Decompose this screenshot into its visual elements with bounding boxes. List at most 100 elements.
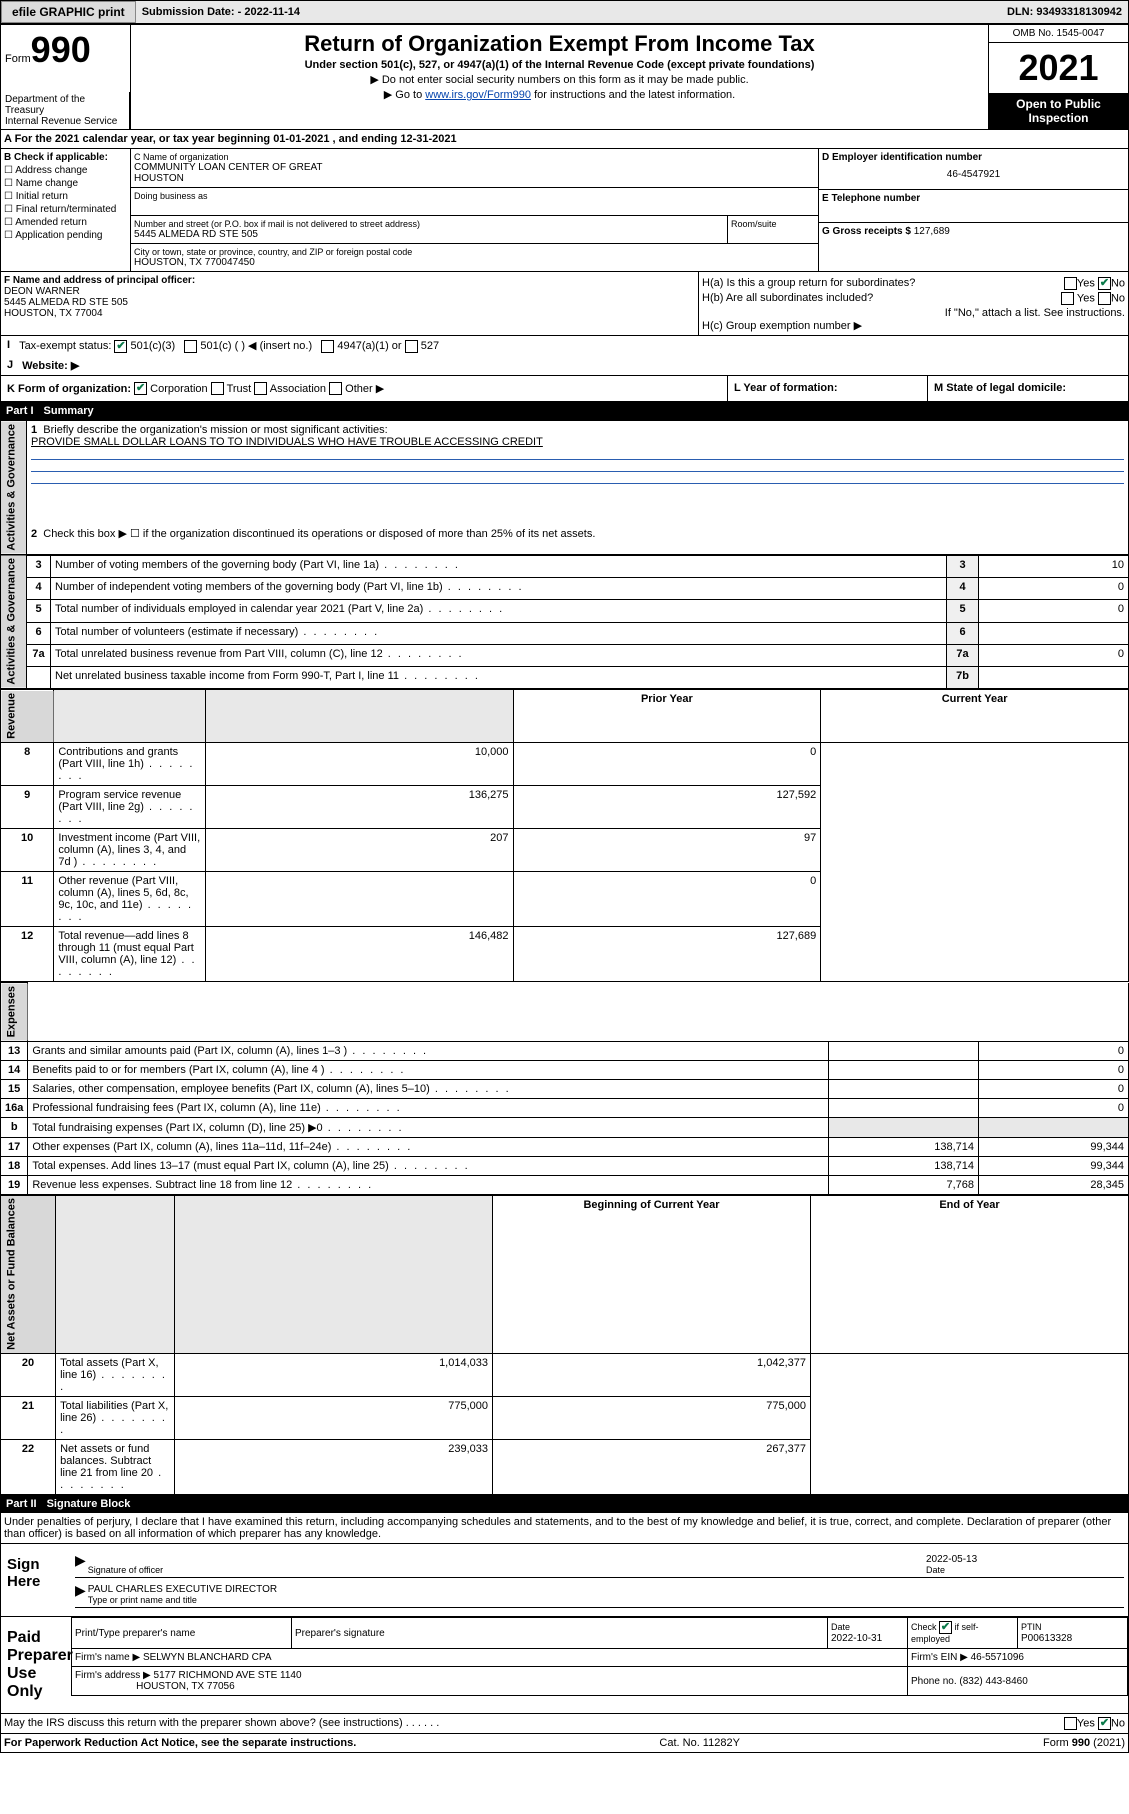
chk-final-return[interactable]: ☐ Final return/terminated — [4, 204, 127, 215]
tax-exempt-lbl: Tax-exempt status: — [19, 340, 111, 352]
line-desc: Grants and similar amounts paid (Part IX… — [28, 1041, 829, 1060]
chk-amended[interactable]: ☐ Amended return — [4, 217, 127, 228]
vert-expenses: Expenses — [1, 983, 28, 1041]
dln: DLN: 93493318130942 — [1001, 3, 1128, 21]
efile-print-button[interactable]: efile GRAPHIC print — [1, 1, 136, 23]
footer-right: Form 990 (2021) — [1043, 1737, 1125, 1749]
addr-label: Number and street (or P.O. box if mail i… — [134, 219, 724, 229]
chk-trust[interactable] — [211, 382, 224, 395]
firm-phone: (832) 443-8460 — [959, 1676, 1027, 1687]
q1-value: PROVIDE SMALL DOLLAR LOANS TO TO INDIVID… — [31, 436, 543, 448]
chk-corp[interactable]: ✔ — [134, 382, 147, 395]
line-desc: Professional fundraising fees (Part IX, … — [28, 1098, 829, 1117]
sign-here-label: Sign Here — [1, 1544, 71, 1616]
date-lbl: Date — [926, 1565, 1122, 1575]
current-year-val: 0 — [979, 1079, 1129, 1098]
line-num: b — [1, 1117, 28, 1137]
irs-link[interactable]: www.irs.gov/Form990 — [425, 89, 531, 101]
ein-cell: D Employer identification number 46-4547… — [819, 149, 1128, 190]
prior-year-val — [829, 1117, 979, 1137]
line-val: 0 — [979, 578, 1129, 600]
current-year-val: 0 — [513, 743, 821, 786]
gross-value: 127,689 — [914, 226, 950, 237]
line-box: 6 — [947, 622, 979, 644]
gross-label: G Gross receipts $ — [822, 226, 911, 237]
hc-label: H(c) Group exemption number ▶ — [702, 319, 1125, 332]
phone-lbl: Phone no. — [911, 1676, 957, 1687]
assoc-label: Association — [270, 383, 326, 395]
discuss-row: May the IRS discuss this return with the… — [0, 1714, 1129, 1734]
k-label: K Form of organization: — [7, 383, 131, 395]
line-val: 0 — [979, 644, 1129, 666]
l-year-formation: L Year of formation: — [728, 376, 928, 402]
line-box: 4 — [947, 578, 979, 600]
ein-label: D Employer identification number — [822, 152, 1125, 163]
firm-addr1: 5177 RICHMOND AVE STE 1140 — [154, 1670, 302, 1681]
col-de: D Employer identification number 46-4547… — [818, 149, 1128, 271]
group-return: H(a) Is this a group return for subordin… — [698, 272, 1128, 335]
line-val — [979, 667, 1129, 689]
officer-name: DEON WARNER — [4, 286, 695, 297]
q2-label: Check this box ▶ ☐ if the organization d… — [43, 528, 595, 540]
chk-other[interactable] — [329, 382, 342, 395]
chk-name-change[interactable]: ☐ Name change — [4, 178, 127, 189]
discuss-label: May the IRS discuss this return with the… — [4, 1717, 403, 1729]
chk-address-change[interactable]: ☐ Address change — [4, 165, 127, 176]
line-desc: Total assets (Part X, line 16) — [56, 1354, 175, 1397]
prep-date: 2022-10-31 — [831, 1633, 882, 1644]
chk-app-pending[interactable]: ☐ Application pending — [4, 230, 127, 241]
org-name-cell: C Name of organization COMMUNITY LOAN CE… — [131, 149, 818, 188]
part1-header: Part I Summary — [0, 402, 1129, 420]
sig-date: 2022-05-13 — [926, 1554, 1122, 1565]
current-year-val: 99,344 — [979, 1156, 1129, 1175]
501c-label: 501(c) ( ) ◀ (insert no.) — [200, 340, 312, 352]
ha-no[interactable]: ✔ — [1098, 277, 1111, 290]
check-self: Check ✔ if self-employed — [908, 1618, 1018, 1649]
corp-label: Corporation — [150, 383, 207, 395]
discuss-no[interactable]: ✔ — [1098, 1717, 1111, 1730]
city-label: City or town, state or province, country… — [134, 247, 815, 257]
chk-501c[interactable] — [184, 340, 197, 353]
top-toolbar: efile GRAPHIC print Submission Date: - 2… — [0, 0, 1129, 24]
org-name-2: HOUSTON — [134, 173, 815, 184]
chk-501c3[interactable]: ✔ — [114, 340, 127, 353]
tax-year: 2021 — [989, 43, 1128, 93]
line-desc: Total number of volunteers (estimate if … — [51, 622, 947, 644]
chk-4947[interactable] — [321, 340, 334, 353]
header-sub2: ▶ Do not enter social security numbers o… — [137, 73, 982, 86]
ein-value: 46-4547921 — [822, 163, 1125, 186]
inspection-badge: Open to Public Inspection — [989, 93, 1128, 129]
prep-date-lbl: Date — [831, 1622, 850, 1632]
chk-self-employed[interactable]: ✔ — [939, 1621, 952, 1634]
line-num: 8 — [1, 743, 54, 786]
other-label: Other ▶ — [345, 383, 384, 395]
sub3-pre: ▶ Go to — [384, 89, 425, 101]
principal-officer: F Name and address of principal officer:… — [1, 272, 698, 335]
chk-527[interactable] — [405, 340, 418, 353]
section-fh: F Name and address of principal officer:… — [0, 272, 1129, 336]
line-num: 13 — [1, 1041, 28, 1060]
ha-yes[interactable] — [1064, 277, 1077, 290]
line-num: 17 — [1, 1137, 28, 1156]
submission-date: Submission Date: - 2022-11-14 — [142, 6, 300, 18]
line-desc: Total revenue—add lines 8 through 11 (mu… — [54, 927, 205, 982]
c-label: C Name of organization — [134, 152, 815, 162]
current-year-val: 0 — [979, 1041, 1129, 1060]
chk-initial-return[interactable]: ☐ Initial return — [4, 191, 127, 202]
officer-city: HOUSTON, TX 77004 — [4, 308, 695, 319]
hb-yes[interactable] — [1061, 292, 1074, 305]
firm-addr-lbl: Firm's address ▶ — [75, 1670, 151, 1681]
line-val — [979, 622, 1129, 644]
discuss-yes[interactable] — [1064, 1717, 1077, 1730]
current-year-val: 0 — [979, 1060, 1129, 1079]
chk-assoc[interactable] — [254, 382, 267, 395]
vert-ag-cont: Activities & Governance — [1, 555, 27, 689]
current-year-val: 0 — [979, 1098, 1129, 1117]
org-name-1: COMMUNITY LOAN CENTER OF GREAT — [134, 162, 815, 173]
dba-label: Doing business as — [134, 191, 815, 201]
hb-no[interactable] — [1098, 292, 1111, 305]
prior-year-val: 207 — [205, 829, 513, 872]
line-desc: Salaries, other compensation, employee b… — [28, 1079, 829, 1098]
line-desc: Program service revenue (Part VIII, line… — [54, 786, 205, 829]
line-desc: Revenue less expenses. Subtract line 18 … — [28, 1175, 829, 1194]
